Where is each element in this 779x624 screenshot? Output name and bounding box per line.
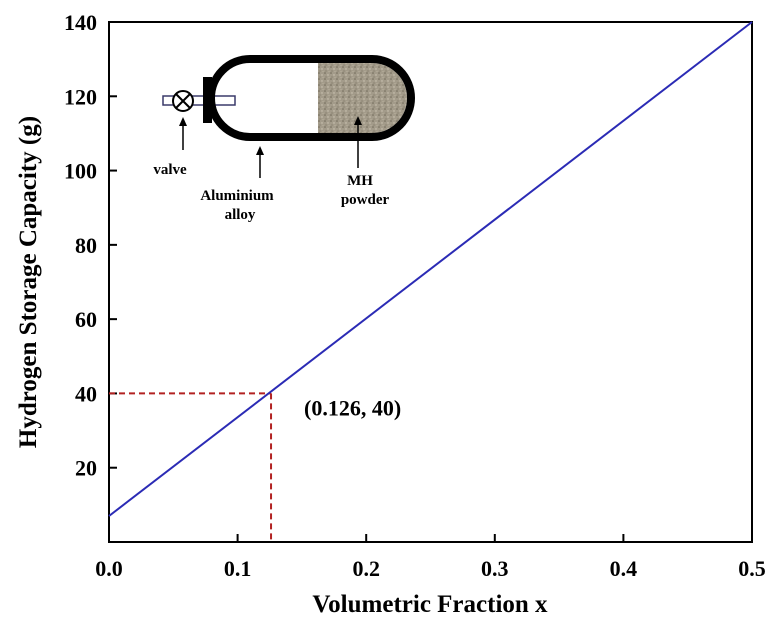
x-tick-label: 0.1	[224, 556, 252, 581]
y-tick-label: 100	[64, 159, 97, 184]
valve-pipe	[162, 95, 236, 106]
x-tick-label: 0.4	[610, 556, 638, 581]
alloy-label-line1: Aluminium	[200, 188, 274, 204]
x-tick-label: 0.3	[481, 556, 509, 581]
y-tick-label: 20	[75, 456, 97, 481]
valve-label: valve	[153, 162, 187, 178]
series-line	[108, 21, 753, 517]
x-tick-label: 0.0	[95, 556, 123, 581]
mh-label-line2: powder	[341, 192, 390, 208]
alloy-label-line2: alloy	[225, 207, 256, 223]
y-tick-label: 120	[64, 84, 97, 109]
x-axis-ticks: 0.0 0.1 0.2 0.3 0.4 0.5	[95, 534, 766, 581]
tank-shell	[207, 55, 415, 141]
y-tick-label: 80	[75, 233, 97, 258]
x-tick-label: 0.5	[738, 556, 766, 581]
y-tick-label: 60	[75, 307, 97, 332]
plot-frame	[108, 21, 753, 543]
x-axis-title: Volumetric Fraction x	[312, 591, 548, 618]
y-tick-label: 40	[75, 381, 97, 406]
y-axis-ticks: 20 40 60 80 100 120 140	[64, 10, 117, 481]
y-tick-label: 140	[64, 10, 97, 35]
y-axis-title: Hydrogen Storage Capacity (g)	[15, 116, 42, 448]
x-tick-label: 0.2	[352, 556, 380, 581]
point-annotation: (0.126, 40)	[304, 395, 401, 420]
mh-label-line1: MH	[347, 173, 373, 189]
mh-powder-fill	[318, 63, 407, 133]
tank-illustration: valve Aluminium alloy MH powder	[153, 55, 415, 223]
